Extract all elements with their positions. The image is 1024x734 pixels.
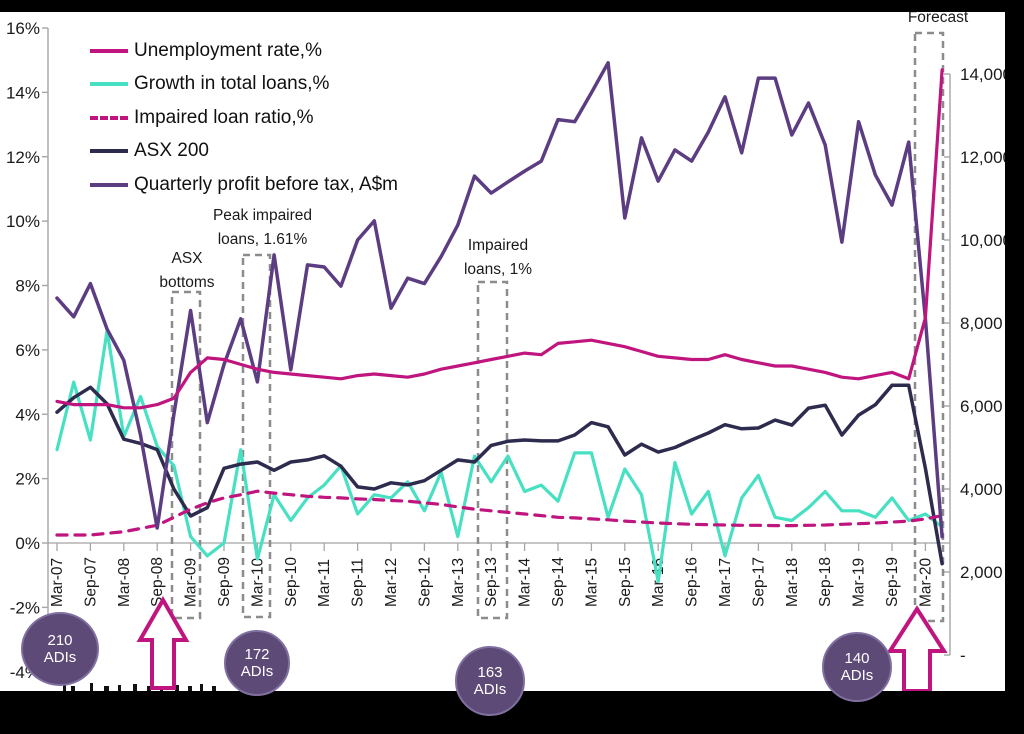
dashed-line-swatch-icon xyxy=(90,115,128,120)
plot-background xyxy=(0,12,1005,691)
left-axis-label: 6% xyxy=(15,341,40,360)
legend-label: Quarterly profit before tax, A$m xyxy=(134,173,399,195)
legend-item-2: Impaired loan ratio,% xyxy=(90,101,398,135)
legend-label: ASX 200 xyxy=(134,140,209,162)
axes: 16%14%12%10%8%6%4%2%0%-2%-4%14,00012,000… xyxy=(6,19,1012,682)
left-axis-label: -2% xyxy=(10,598,40,617)
badge-unit: ADIs xyxy=(43,649,77,666)
x-axis-label: Mar-13 xyxy=(450,558,467,607)
series-quarterly-profit-before-tax-a-m xyxy=(55,61,944,539)
legend-label: Unemployment rate,% xyxy=(134,39,322,61)
left-axis-label: 14% xyxy=(6,83,40,102)
left-axis-label: 0% xyxy=(15,534,40,553)
left-axis-label: 12% xyxy=(6,148,40,167)
left-axis-label: 16% xyxy=(6,19,40,38)
x-axis-label: Sep-14 xyxy=(550,557,567,607)
right-axis-label: 8,000 xyxy=(960,314,1003,333)
series-growth-in-total-loans- xyxy=(55,329,944,584)
x-axis-label: Sep-19 xyxy=(884,557,901,607)
left-axis-label: 2% xyxy=(15,470,40,489)
series-impaired-loan-ratio- xyxy=(55,489,944,537)
series-unemployment-rate- xyxy=(55,68,944,410)
line-swatch-icon xyxy=(90,82,128,87)
x-axis-label: Sep-11 xyxy=(350,558,367,607)
data-series xyxy=(55,61,944,584)
badge-value: 140 xyxy=(844,649,870,667)
adi-badge-172: 172 ADIs xyxy=(224,630,290,696)
x-axis-label: Sep-17 xyxy=(750,557,767,607)
legend-label: Growth in total loans,% xyxy=(134,73,330,95)
x-axis-label: Mar-09 xyxy=(183,558,200,607)
left-axis-label: 10% xyxy=(6,212,40,231)
right-axis-label: 4,000 xyxy=(960,480,1003,499)
legend-item-0: Unemployment rate,% xyxy=(90,34,398,68)
x-axis-label: Mar-18 xyxy=(784,558,801,607)
asx-bottoms-box xyxy=(170,290,202,620)
x-axis-label: Mar-11 xyxy=(316,559,333,607)
right-axis-label: - xyxy=(960,646,966,665)
x-axis-label: Mar-07 xyxy=(49,558,66,607)
x-axis-label: Sep-08 xyxy=(149,557,166,607)
right-axis-label: 14,000 xyxy=(960,65,1012,84)
right-axis-label: 2,000 xyxy=(960,563,1003,582)
line-swatch-icon xyxy=(90,149,128,154)
legend-item-3: ASX 200 xyxy=(90,135,398,169)
badge-value: 172 xyxy=(244,645,270,663)
x-axis-label: Mar-20 xyxy=(917,558,934,607)
x-axis-label: Mar-15 xyxy=(583,558,600,607)
peak-impaired-box xyxy=(241,253,272,619)
x-axis-label: Sep-12 xyxy=(416,557,433,607)
line-swatch-icon xyxy=(90,48,128,53)
top-crop-bar xyxy=(0,0,1024,12)
x-axis-label: Mar-12 xyxy=(383,558,400,607)
badge-value: 163 xyxy=(477,663,503,681)
series-asx-200 xyxy=(55,383,944,566)
annotation-peak-impaired: Peak impaired loans, 1.61% xyxy=(212,207,313,249)
annotation-asx-bottoms: ASX bottoms xyxy=(159,250,215,292)
x-axis-label: Sep-09 xyxy=(216,557,233,607)
x-axis-label: Mar-14 xyxy=(517,558,534,607)
x-axis-label: Mar-10 xyxy=(249,558,266,607)
x-axis-label: Mar-08 xyxy=(116,558,133,607)
line-swatch-icon xyxy=(90,182,128,187)
x-axis-label: Sep-16 xyxy=(684,557,701,607)
x-axis-label: Sep-18 xyxy=(817,557,834,607)
legend-label: Impaired loan ratio,% xyxy=(134,106,314,128)
annotation-forecast: Forecast xyxy=(907,9,969,26)
badge-unit: ADIs xyxy=(240,663,274,680)
clipped-source-text-fragments xyxy=(63,683,216,691)
right-axis-label: 10,000 xyxy=(960,231,1012,250)
right-axis-label: 6,000 xyxy=(960,397,1003,416)
x-axis-label: Sep-15 xyxy=(617,557,634,607)
x-axis-label: Mar-17 xyxy=(717,558,734,607)
right-crop-bar xyxy=(1005,0,1024,734)
left-axis-label: 8% xyxy=(15,277,40,296)
annotation-impaired-1pct: Impaired loans, 1% xyxy=(463,237,533,279)
x-axis-label: Sep-13 xyxy=(483,557,500,607)
adi-badge-140: 140 ADIs xyxy=(822,632,892,702)
x-axis-label: Sep-10 xyxy=(283,557,300,607)
left-axis-label: 4% xyxy=(15,405,40,424)
forecast-box xyxy=(913,31,945,623)
impaired-1pct-box xyxy=(476,280,509,620)
legend-item-4: Quarterly profit before tax, A$m xyxy=(90,168,398,202)
legend-item-1: Growth in total loans,% xyxy=(90,68,398,102)
badge-unit: ADIs xyxy=(473,681,507,698)
adi-badge-163: 163 ADIs xyxy=(455,646,525,716)
badge-unit: ADIs xyxy=(840,667,874,684)
legend: Unemployment rate,% Growth in total loans… xyxy=(90,34,398,202)
x-axis-label: Sep-07 xyxy=(82,557,99,607)
adi-badge-210: 210 ADIs xyxy=(21,612,99,686)
annotation-dashed-boxes xyxy=(170,31,945,623)
right-axis-label: 12,000 xyxy=(960,148,1012,167)
x-axis-label: Mar-19 xyxy=(851,558,868,607)
up-arrow-icon-2008 xyxy=(136,595,190,690)
badge-value: 210 xyxy=(47,631,73,649)
